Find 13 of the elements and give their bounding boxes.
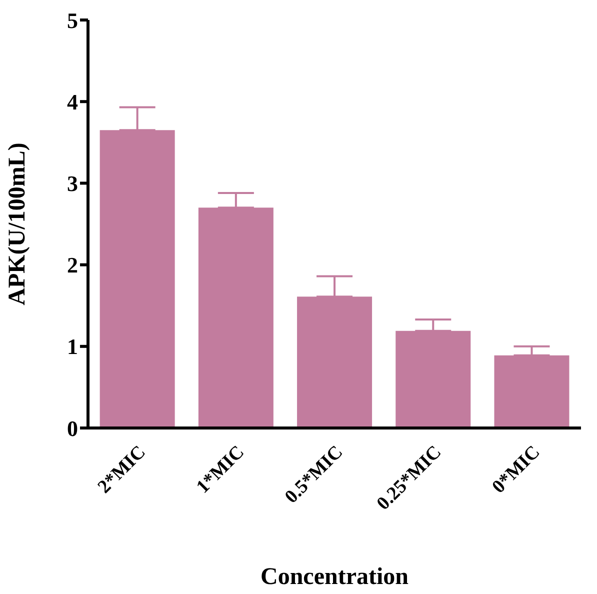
y-tick-label: 5 — [67, 8, 78, 33]
bar — [297, 296, 372, 428]
y-tick-label: 4 — [67, 89, 78, 114]
y-tick-label: 3 — [67, 171, 78, 196]
bar — [494, 355, 570, 428]
y-axis-title: APK(U/100mL) — [4, 142, 31, 306]
bar — [198, 208, 274, 428]
x-axis-title: Concentration — [260, 564, 408, 590]
y-tick-label: 0 — [67, 416, 78, 441]
y-tick-label: 1 — [67, 334, 78, 360]
y-tick-label: 2 — [67, 252, 78, 278]
bar — [100, 130, 175, 428]
bar — [396, 330, 471, 428]
